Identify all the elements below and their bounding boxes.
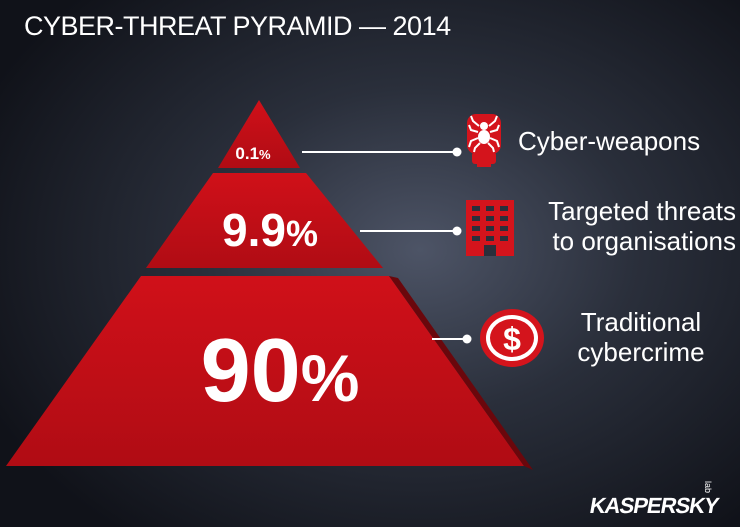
connector-dot-1 [452, 147, 462, 157]
tier-top-label: Cyber-weapons [518, 126, 700, 156]
tier-middle-unit: % [285, 213, 318, 254]
page-title: CYBER-THREAT PYRAMID — 2014 [24, 11, 451, 41]
connector-dot-2 [452, 226, 462, 236]
connector-dot-3 [462, 334, 472, 344]
building-icon [466, 200, 514, 256]
tier-middle-label-line-2: to organisations [552, 226, 736, 256]
spider-icon [467, 114, 501, 167]
tier-middle-label-line-1: Targeted threats [548, 196, 736, 226]
tier-top-percent: 0.1% [218, 144, 288, 164]
tier-top-unit: % [259, 147, 271, 162]
pyramid-tier-top [218, 100, 300, 168]
tier-bottom-value: 90 [200, 321, 301, 421]
pyramid-tier-bottom-shadow [389, 276, 533, 470]
tier-middle-percent: 9.9% [190, 203, 350, 257]
tier-bottom-label: Traditional cybercrime [546, 307, 736, 367]
brand-logo-sub: lab [703, 481, 713, 494]
tier-bottom-unit: % [300, 341, 360, 415]
tier-top-label-line-1: Cyber-weapons [518, 126, 701, 156]
pyramid-tier-middle [146, 173, 383, 268]
tier-top-value: 0.1 [235, 144, 260, 163]
svg-text:$: $ [503, 321, 521, 357]
tier-bottom-label-line-2: cybercrime [577, 337, 705, 367]
pyramid-tier-bottom [6, 276, 524, 466]
tier-bottom-label-line-1: Traditional [580, 307, 702, 337]
dollar-icon: $ [480, 309, 544, 367]
brand-logo: KASPERSKY [587, 493, 721, 518]
tier-middle-value: 9.9 [222, 204, 286, 256]
tier-bottom-percent: 90% [160, 320, 400, 423]
tier-middle-label: Targeted threats to organisations [518, 196, 736, 256]
